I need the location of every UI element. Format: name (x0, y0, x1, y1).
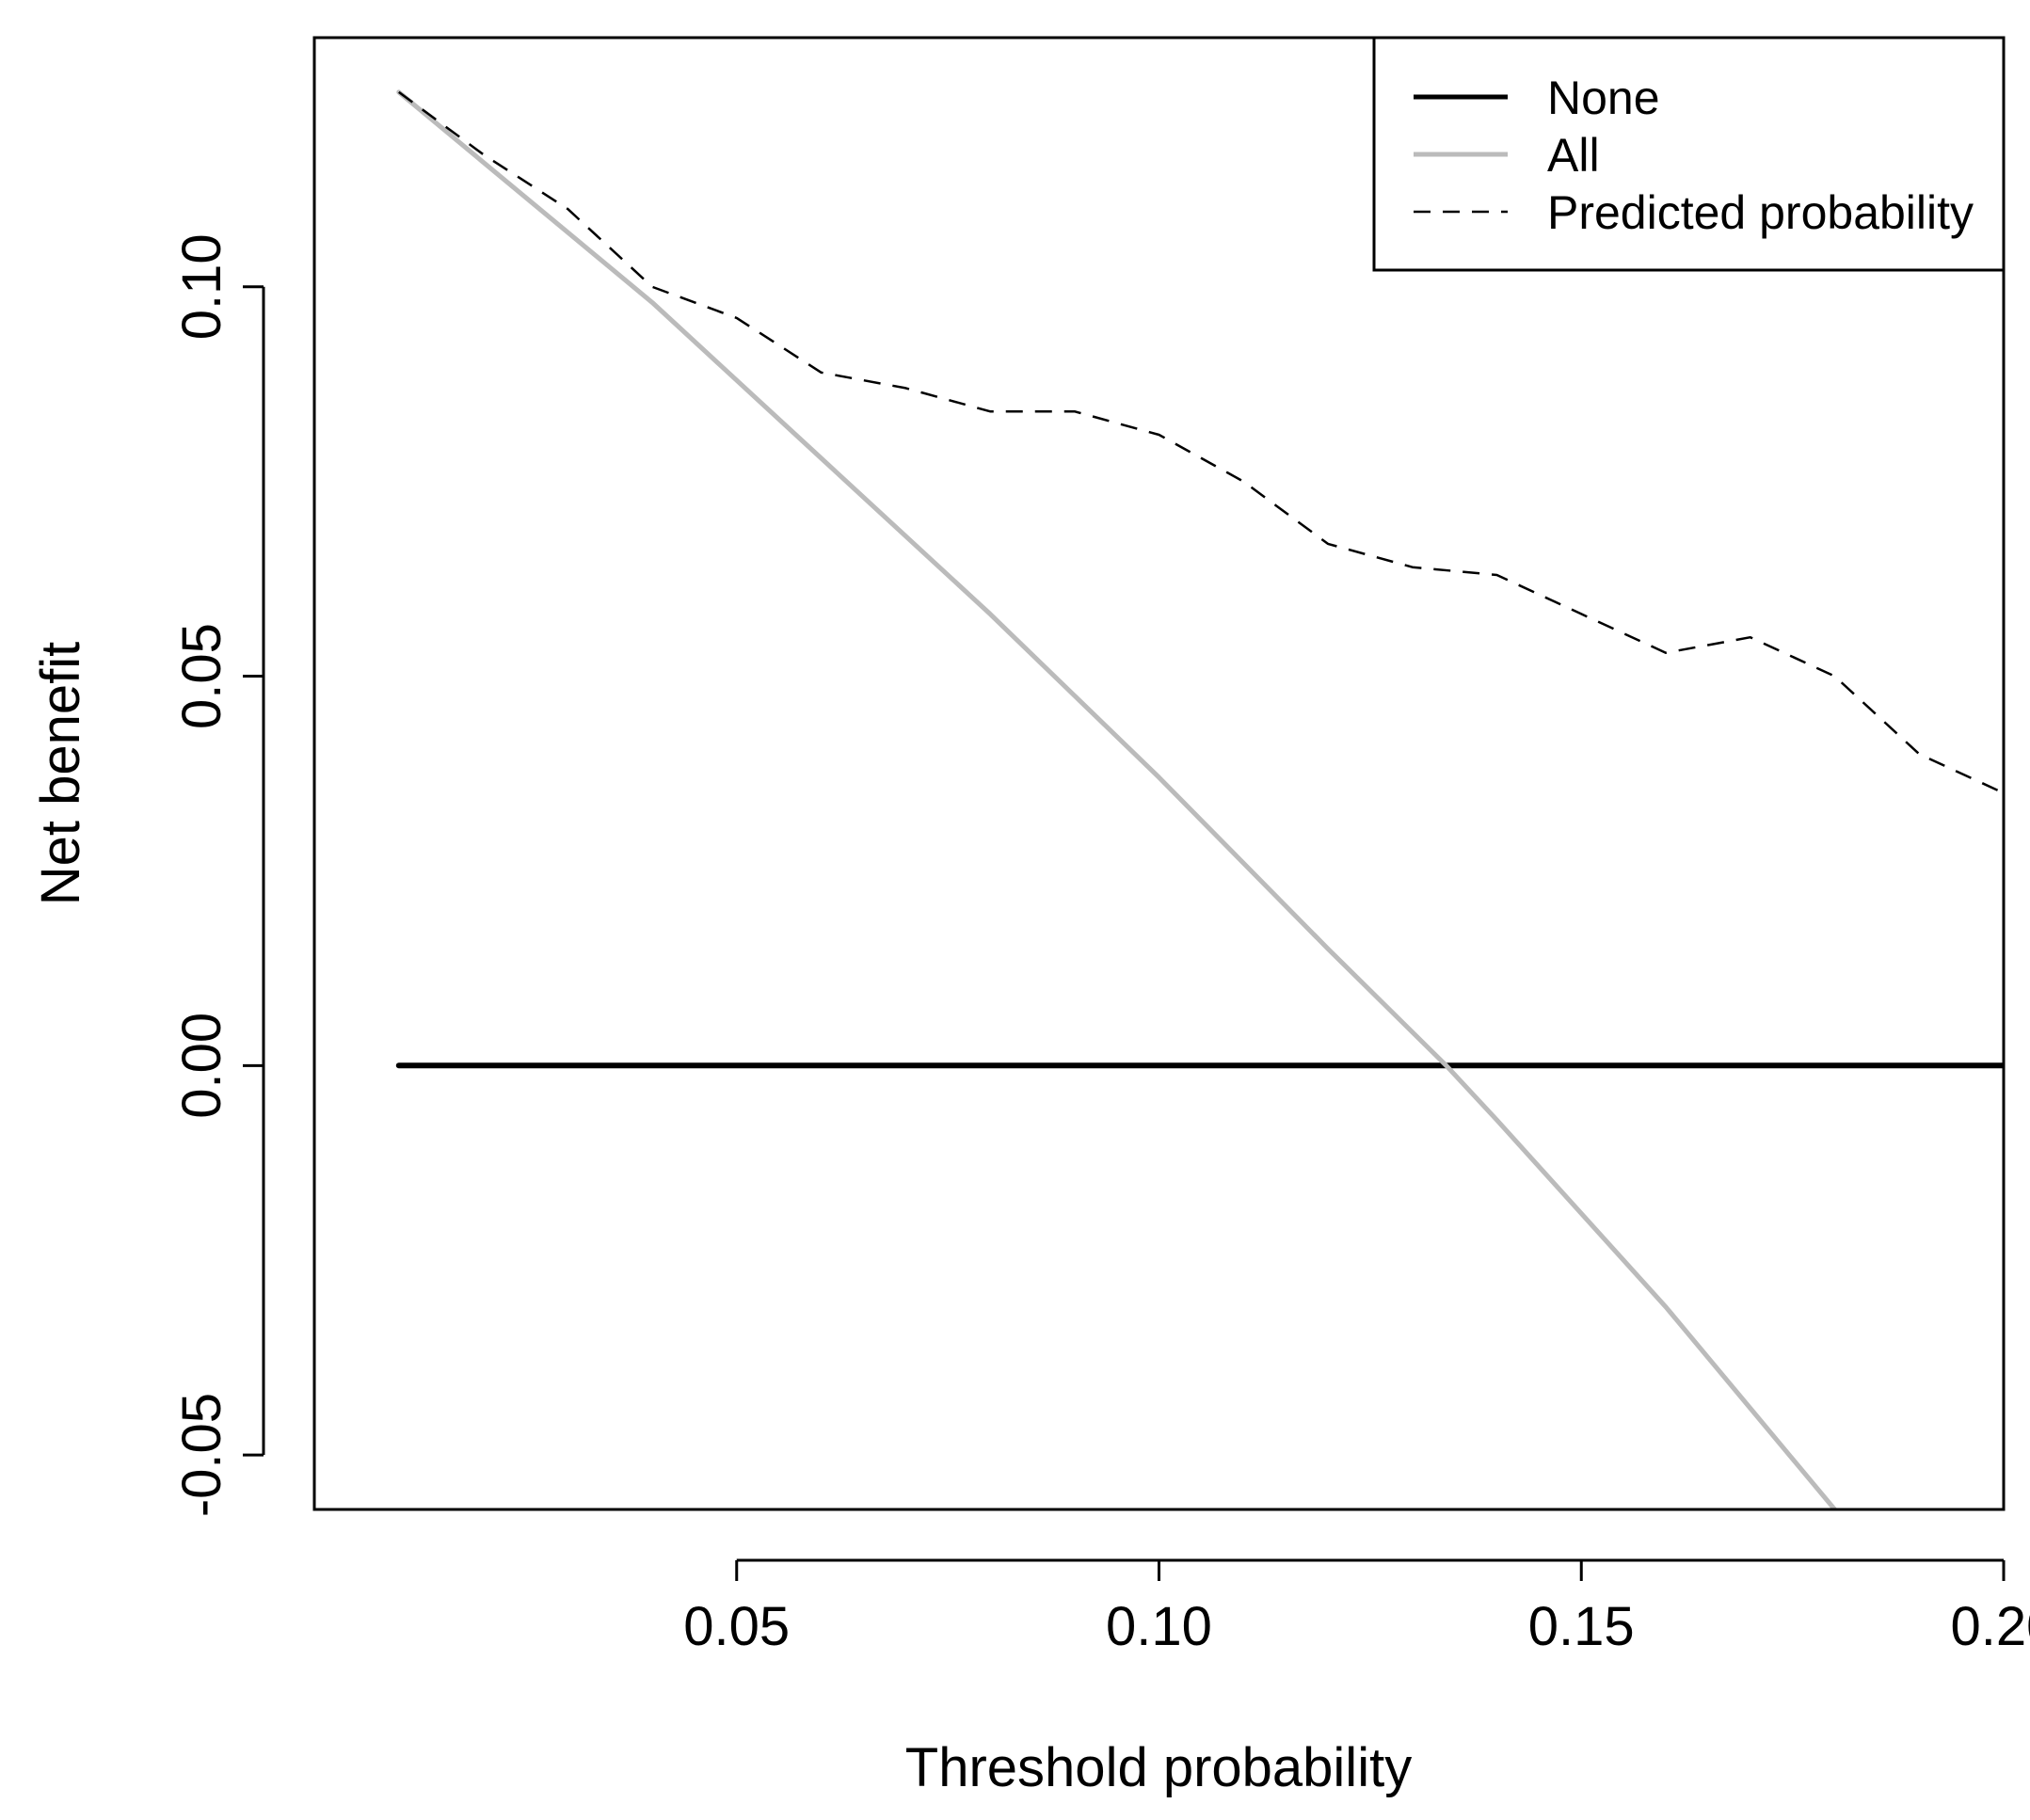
x-tick-label: 0.15 (1528, 1596, 1635, 1657)
y-tick-label: 0.05 (171, 623, 232, 729)
plot-layer (395, 89, 2004, 1509)
y-tick-label: 0.10 (171, 233, 232, 340)
y-axis-title: Net benefit (30, 642, 91, 906)
series-line-all (396, 89, 1837, 1509)
series-line-predicted-probability (398, 90, 2004, 794)
legend: None All Predicted probability (1372, 36, 2006, 272)
legend-label-none: None (1547, 72, 1660, 124)
series-layer (395, 89, 2004, 1509)
y-tick-label: 0.00 (171, 1013, 232, 1119)
x-tick-label: 0.10 (1106, 1596, 1212, 1657)
legend-label-all: All (1547, 129, 1600, 182)
plot-frame (312, 36, 2006, 1511)
y-axis: -0.05 0.00 0.05 0.10 (171, 233, 265, 1517)
x-tick-label: 0.05 (683, 1596, 790, 1657)
legend-label-predicted-probability: Predicted probability (1547, 186, 1974, 239)
x-tick-label: 0.20 (1951, 1596, 2030, 1657)
x-axis: 0.05 0.10 0.15 0.20 (683, 1558, 2030, 1657)
y-tick-label: -0.05 (171, 1393, 232, 1517)
x-axis-title: Threshold probability (905, 1737, 1412, 1798)
